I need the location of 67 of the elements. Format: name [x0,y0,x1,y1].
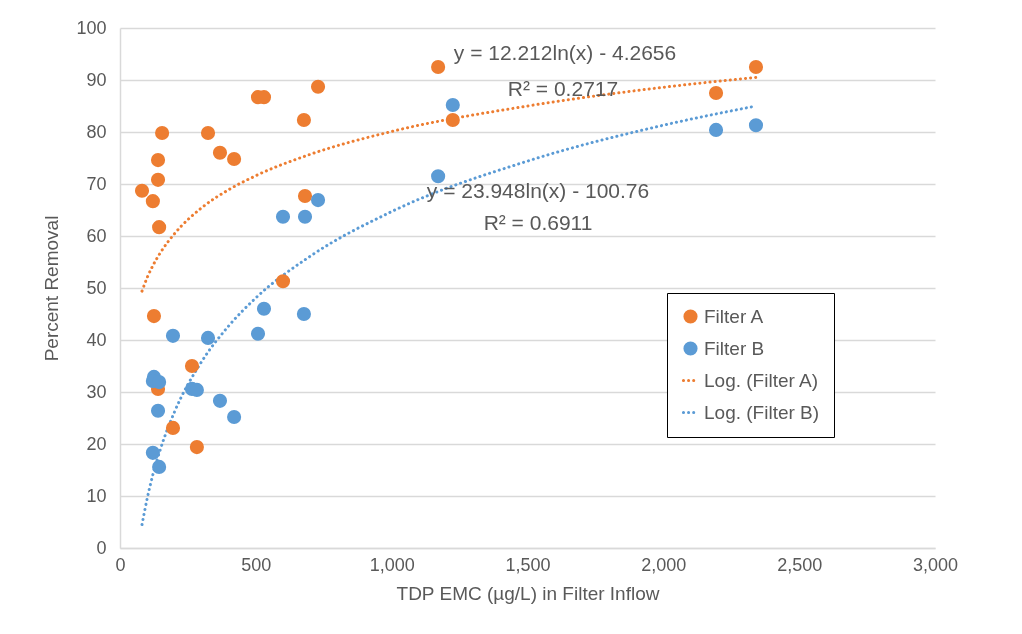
point [310,193,326,208]
point [275,274,291,289]
point [275,209,291,224]
x-tick-label: 3,000 [912,554,959,575]
point [445,112,460,128]
x-tick-label: 1,000 [369,554,415,575]
y-tick-label: 60 [86,225,107,246]
point [212,145,228,160]
legend-label: Log. (Filter A) [704,369,819,391]
point [708,85,724,101]
y-axis-title: Percent Removal [41,215,63,362]
point [146,309,162,324]
x-axis-title: TDP EMC (µg/L) in Filter Inflow [396,582,660,604]
annotation: R² = 0.6911 [483,211,593,234]
point [708,122,724,137]
point [748,118,764,133]
point [227,151,242,167]
point [200,330,216,345]
x-tick-label: 500 [241,554,272,575]
point [152,375,167,390]
point [152,220,167,235]
point [296,306,311,322]
y-tick-label: 90 [86,69,107,90]
x-tick-label: 1,500 [505,554,551,575]
legend-label: Filter B [704,337,765,359]
point [150,172,166,187]
point [145,445,160,460]
legend-label: Log. (Filter B) [704,401,820,423]
y-tick-label: 0 [96,537,107,558]
y-tick-label: 30 [86,381,107,402]
annotation: y = 12.212ln(x) - 4.2656 [453,41,677,64]
x-tick-label: 2,000 [641,554,687,575]
point [212,393,228,408]
point [152,459,167,474]
y-tick-label: 70 [86,173,107,194]
y-tick-label: 80 [86,121,107,142]
point [200,125,216,141]
point [189,440,204,455]
line-series [140,75,758,293]
point [150,403,166,418]
y-tick-label: 20 [86,433,107,454]
point [431,59,446,75]
x-tick-label: 2,500 [777,554,823,575]
y-tick-label: 40 [86,329,107,350]
point [155,125,170,141]
point [184,358,200,374]
point [297,209,313,224]
point [296,112,311,128]
y-tick-label: 10 [86,485,107,506]
point [250,326,266,341]
point [165,420,181,435]
point [134,183,150,198]
legend-label: Filter A [704,305,764,327]
point [431,169,446,184]
annotation: R² = 0.2717 [507,77,619,100]
point [256,301,272,316]
y-tick-label: 100 [76,17,107,38]
point [748,59,764,75]
point [310,79,326,94]
point [445,97,460,113]
point [297,188,313,204]
x-tick-label: 0 [115,554,126,575]
point [227,409,242,425]
point [150,153,166,168]
point [145,194,160,209]
point [165,328,181,343]
y-tick-label: 50 [86,277,107,298]
